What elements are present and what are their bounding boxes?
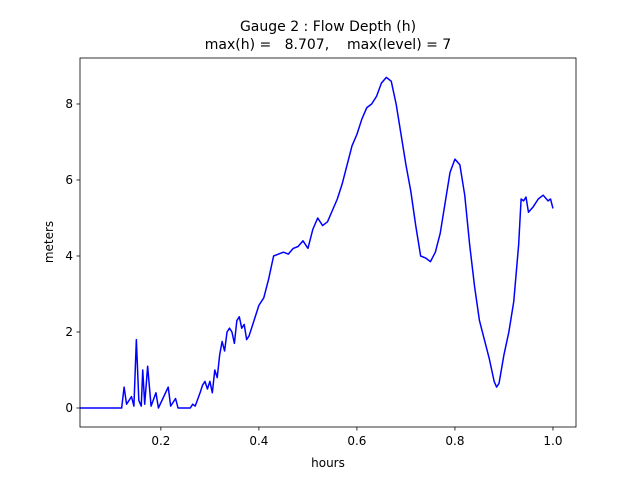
chart-subtitle: max(h) = 8.707, max(level) = 7 bbox=[205, 37, 451, 53]
x-tick-label: 0.8 bbox=[445, 434, 464, 448]
x-tick-label: 0.6 bbox=[347, 434, 366, 448]
y-tick-label: 8 bbox=[65, 97, 73, 111]
x-axis-label: hours bbox=[311, 456, 345, 470]
data-line bbox=[80, 76, 554, 409]
chart-title: Gauge 2 : Flow Depth (h) bbox=[240, 19, 416, 35]
y-tick-label: 2 bbox=[65, 325, 73, 339]
y-tick-label: 6 bbox=[65, 173, 73, 187]
x-tick-label: 0.4 bbox=[249, 434, 268, 448]
y-tick-label: 4 bbox=[65, 249, 73, 263]
y-tick-label: 0 bbox=[65, 401, 73, 415]
y-axis-label: meters bbox=[42, 221, 56, 263]
x-tick-label: 0.2 bbox=[151, 434, 170, 448]
x-tick-label: 1.0 bbox=[543, 434, 562, 448]
plot-frame bbox=[79, 57, 577, 428]
